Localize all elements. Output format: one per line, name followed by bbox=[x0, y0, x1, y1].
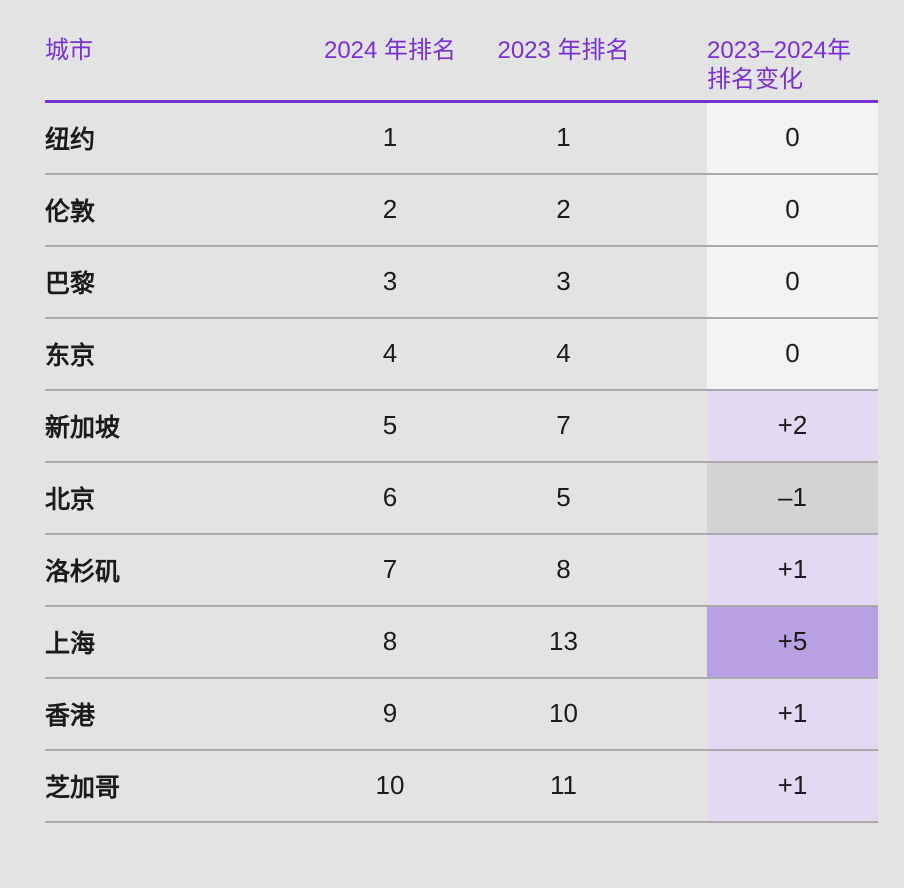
rank-change-cell: +2 bbox=[707, 389, 878, 463]
table-row: 东京 4 4 0 bbox=[45, 317, 878, 391]
rank-2024-cell: 9 bbox=[315, 677, 465, 751]
city-cell: 北京 bbox=[45, 461, 315, 535]
spacer-cell bbox=[662, 245, 707, 319]
spacer-cell bbox=[662, 173, 707, 247]
rank-change-cell: +1 bbox=[707, 749, 878, 823]
table-row: 新加坡 5 7 +2 bbox=[45, 389, 878, 463]
city-cell: 东京 bbox=[45, 317, 315, 391]
city-cell: 上海 bbox=[45, 605, 315, 679]
city-ranking-table: 城市 2024 年排名 2023 年排名 2023–2024年 排名变化 纽约 … bbox=[45, 36, 878, 823]
rank-2024-cell: 5 bbox=[315, 389, 465, 463]
rank-2024-cell: 2 bbox=[315, 173, 465, 247]
rank-change-cell: 0 bbox=[707, 317, 878, 391]
table-row: 上海 8 13 +5 bbox=[45, 605, 878, 679]
rank-change-cell: +5 bbox=[707, 605, 878, 679]
spacer-cell bbox=[662, 605, 707, 679]
header-row: 城市 2024 年排名 2023 年排名 2023–2024年 排名变化 bbox=[45, 36, 878, 103]
rank-2024-cell: 7 bbox=[315, 533, 465, 607]
spacer-cell bbox=[662, 461, 707, 535]
table-row: 芝加哥 10 11 +1 bbox=[45, 749, 878, 823]
city-cell: 纽约 bbox=[45, 101, 315, 175]
table-row: 香港 9 10 +1 bbox=[45, 677, 878, 751]
rank-2024-cell: 8 bbox=[315, 605, 465, 679]
spacer-cell bbox=[662, 677, 707, 751]
table-row: 北京 6 5 –1 bbox=[45, 461, 878, 535]
spacer-cell bbox=[662, 101, 707, 175]
header-spacer bbox=[662, 36, 707, 103]
city-cell: 新加坡 bbox=[45, 389, 315, 463]
rank-change-cell: +1 bbox=[707, 677, 878, 751]
rank-change-cell: 0 bbox=[707, 173, 878, 247]
rank-2023-cell: 1 bbox=[465, 101, 662, 175]
city-cell: 芝加哥 bbox=[45, 749, 315, 823]
column-header-rank-2023: 2023 年排名 bbox=[465, 36, 662, 103]
table-row: 伦敦 2 2 0 bbox=[45, 173, 878, 247]
rank-change-header-line1: 2023–2024年 bbox=[707, 37, 852, 64]
spacer-cell bbox=[662, 533, 707, 607]
rank-2023-cell: 11 bbox=[465, 749, 662, 823]
spacer-cell bbox=[662, 317, 707, 391]
column-header-rank-2024: 2024 年排名 bbox=[315, 36, 465, 103]
rank-2023-cell: 4 bbox=[465, 317, 662, 391]
rank-2024-cell: 3 bbox=[315, 245, 465, 319]
column-header-rank-change: 2023–2024年 排名变化 bbox=[707, 36, 878, 103]
rank-2024-cell: 1 bbox=[315, 101, 465, 175]
rank-2023-cell: 10 bbox=[465, 677, 662, 751]
rank-change-cell: +1 bbox=[707, 533, 878, 607]
table-row: 纽约 1 1 0 bbox=[45, 101, 878, 175]
spacer-cell bbox=[662, 389, 707, 463]
rank-2024-cell: 4 bbox=[315, 317, 465, 391]
rank-change-cell: 0 bbox=[707, 101, 878, 175]
city-cell: 巴黎 bbox=[45, 245, 315, 319]
rank-2023-cell: 3 bbox=[465, 245, 662, 319]
spacer-cell bbox=[662, 749, 707, 823]
city-cell: 洛杉矶 bbox=[45, 533, 315, 607]
column-header-city: 城市 bbox=[45, 36, 315, 103]
rank-change-cell: 0 bbox=[707, 245, 878, 319]
rank-2024-cell: 10 bbox=[315, 749, 465, 823]
rank-2024-cell: 6 bbox=[315, 461, 465, 535]
rank-2023-cell: 5 bbox=[465, 461, 662, 535]
table-row: 巴黎 3 3 0 bbox=[45, 245, 878, 319]
rank-change-cell: –1 bbox=[707, 461, 878, 535]
table-row: 洛杉矶 7 8 +1 bbox=[45, 533, 878, 607]
rank-2023-cell: 13 bbox=[465, 605, 662, 679]
rank-2023-cell: 7 bbox=[465, 389, 662, 463]
city-cell: 香港 bbox=[45, 677, 315, 751]
rank-change-header-line2: 排名变化 bbox=[707, 66, 803, 93]
city-cell: 伦敦 bbox=[45, 173, 315, 247]
rank-2023-cell: 8 bbox=[465, 533, 662, 607]
rank-2023-cell: 2 bbox=[465, 173, 662, 247]
